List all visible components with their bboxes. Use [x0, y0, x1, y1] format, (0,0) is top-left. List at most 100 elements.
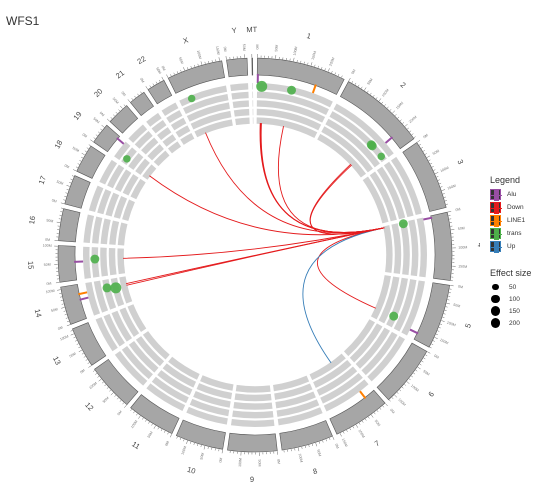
track-chr-4-5: [383, 225, 393, 273]
tick-chr-8: [308, 444, 310, 448]
tick-label-chr-9: 100M: [238, 458, 243, 467]
tick-chr-7: [385, 403, 388, 407]
tick-chr-21: [131, 98, 134, 100]
legend-label: Alu: [507, 191, 517, 198]
tick-chr-3: [443, 196, 446, 198]
chr-label-18: 18: [53, 138, 65, 150]
track-chr-4-2: [408, 219, 419, 277]
tick-chr-22: [152, 83, 155, 86]
tick-label-chr-5: 50M: [453, 303, 461, 309]
tick-chr-10: [176, 436, 178, 439]
chr-label-13: 13: [51, 355, 63, 367]
tick-chr-5: [435, 333, 438, 336]
tick-chr-21: [137, 93, 139, 96]
tick-chr-X: [180, 69, 182, 72]
chr-label-11: 11: [130, 439, 141, 451]
track-chr-MT-5: [252, 117, 254, 124]
track-chr-2-5: [317, 133, 367, 178]
tick-chr-22: [158, 79, 161, 82]
chr-label-10: 10: [186, 465, 197, 476]
tick-chr-1: [331, 71, 333, 74]
tick-chr-5: [441, 320, 445, 322]
tick-chr-2: [386, 106, 389, 109]
tick-chr-5: [445, 306, 448, 308]
tick-label-chr-10: 50M: [199, 452, 205, 460]
tick-chr-6: [401, 386, 404, 389]
tick-chr-X: [190, 66, 192, 69]
tick-label-chr-2: 150M: [395, 101, 404, 110]
mark-alu-chr-2: [384, 136, 394, 144]
track-chr-18-2: [107, 164, 125, 189]
track-chr-14-2: [93, 280, 109, 313]
tick-chr-11: [136, 413, 138, 416]
tick-chr-5: [443, 313, 446, 315]
tick-label-chr-15: 100M: [43, 243, 52, 247]
track-chr-12-2: [121, 346, 153, 380]
track-chr-18-3: [114, 169, 132, 192]
tick-chr-7: [355, 424, 359, 428]
track-chr-Y-4: [233, 108, 250, 117]
tick-label-chr-20: 0M: [99, 111, 105, 117]
tick-chr-3: [440, 186, 443, 188]
tick-chr-6: [404, 384, 407, 386]
track-chr-16-3: [100, 218, 111, 245]
tick-chr-X: [166, 74, 169, 78]
tick-chr-18: [86, 147, 89, 149]
tick-label-chr-3: 50M: [432, 149, 440, 156]
tick-chr-11: [157, 427, 160, 430]
tick-label-chr-11: 0M: [164, 440, 170, 446]
tick-chr-5: [442, 316, 445, 318]
track-chr-21-2: [151, 120, 167, 134]
size-legend-label: 50: [509, 283, 517, 291]
tick-chr-20: [115, 111, 118, 114]
track-chr-2-1: [333, 103, 394, 158]
track-chr-16-1: [83, 214, 95, 243]
tick-chr-6: [427, 351, 431, 354]
tick-chr-14: [64, 314, 67, 316]
legend-item-down: Down: [490, 201, 525, 214]
legend-swatch-trans: [490, 228, 502, 240]
chr-label-MT: MT: [246, 25, 257, 34]
chr-label-15: 15: [26, 261, 35, 270]
track-chr-7-4: [313, 360, 352, 388]
track-chr-15-5: [117, 248, 126, 275]
tick-chr-7: [368, 416, 370, 419]
tick-chr-14: [61, 307, 65, 309]
ideogram-chr-12: [94, 358, 139, 406]
ideogram-chr-18: [76, 145, 106, 179]
mark-line1-chr-7: [359, 390, 367, 399]
track-chr-6-5: [343, 319, 376, 357]
tick-chr-12: [110, 392, 114, 396]
track-chr-4-1: [416, 217, 427, 278]
tick-chr-20: [119, 105, 123, 109]
tick-chr-2: [364, 87, 367, 91]
tick-chr-12: [116, 397, 119, 400]
tick-chr-17: [66, 188, 69, 191]
tick-chr-1: [310, 62, 313, 66]
tick-chr-X: [204, 61, 206, 64]
tick-chr-1: [324, 68, 326, 71]
tick-label-chr-12: 50M: [102, 396, 110, 404]
tick-chr-17: [63, 199, 66, 201]
tick-label-chr-18: 0M: [64, 164, 70, 170]
tick-chr-17: [71, 175, 74, 177]
chr-label-20: 20: [92, 87, 104, 99]
tick-chr-6: [396, 392, 399, 394]
chr-label-14: 14: [33, 308, 44, 318]
tick-label-chr-14: 100M: [45, 289, 55, 295]
tick-chr-21: [140, 91, 142, 94]
tick-chr-1: [293, 57, 295, 62]
track-chr-21-5: [167, 141, 182, 154]
tick-chr-2: [384, 104, 386, 106]
tick-chr-10: [186, 440, 188, 445]
tick-chr-12: [119, 400, 122, 402]
tick-chr-1: [327, 68, 330, 72]
track-chr-15-1: [82, 246, 92, 279]
tick-chr-22: [161, 76, 164, 81]
circos-plot: 0M 50M 100M 150M200M0M50M100M150M200M0M50M1…: [26, 25, 480, 484]
tick-chr-8: [329, 437, 331, 440]
tick-chr-3: [430, 162, 433, 165]
tick-chr-5: [434, 337, 438, 340]
tick-chr-2: [411, 133, 414, 136]
chr-label-17: 17: [37, 175, 48, 186]
